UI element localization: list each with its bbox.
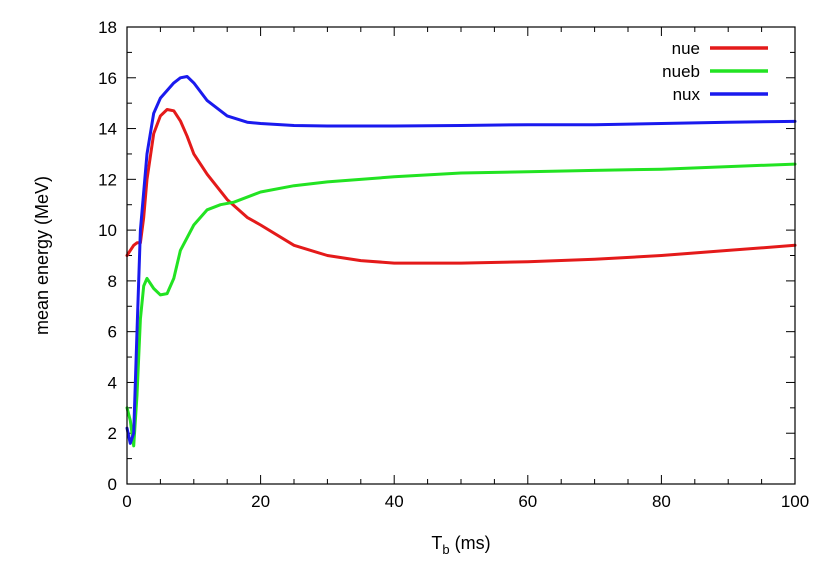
x-tick-label: 40 (385, 492, 404, 511)
y-tick-label: 16 (98, 69, 117, 88)
axis-ticks: 0 20 40 60 80 100 0 2 4 6 8 10 12 14 16 18 (98, 18, 809, 511)
x-axis-label-unit: (ms) (450, 533, 491, 553)
x-tick-label: 20 (251, 492, 270, 511)
x-tick-label: 0 (122, 492, 131, 511)
y-tick-label: 8 (108, 272, 117, 291)
series-layer (125, 75, 797, 448)
x-tick-label: 60 (518, 492, 537, 511)
y-tick-label: 4 (108, 373, 117, 392)
y-tick-label: 14 (98, 120, 117, 139)
y-tick-label: 2 (108, 424, 117, 443)
y-tick-label: 0 (108, 475, 117, 494)
y-tick-label: 10 (98, 221, 117, 240)
x-axis-label: Tb (ms) (431, 533, 490, 557)
legend-label-nue: nue (672, 39, 700, 58)
x-tick-label: 100 (781, 492, 809, 511)
x-tick-label: 80 (652, 492, 671, 511)
legend: nue nueb nux (662, 39, 768, 104)
series-line-nue (125, 108, 797, 265)
x-axis-label-subscript: b (442, 542, 449, 557)
y-tick-label: 6 (108, 323, 117, 342)
plot-frame (126, 26, 796, 485)
y-tick-label: 18 (98, 18, 117, 37)
x-axis-label-main: T (431, 533, 442, 553)
series-line-nueb (125, 162, 797, 448)
y-tick-label: 12 (98, 170, 117, 189)
legend-label-nux: nux (673, 85, 701, 104)
legend-label-nueb: nueb (662, 62, 700, 81)
y-axis-label: mean energy (MeV) (32, 176, 52, 335)
series-line-nux (125, 75, 797, 445)
